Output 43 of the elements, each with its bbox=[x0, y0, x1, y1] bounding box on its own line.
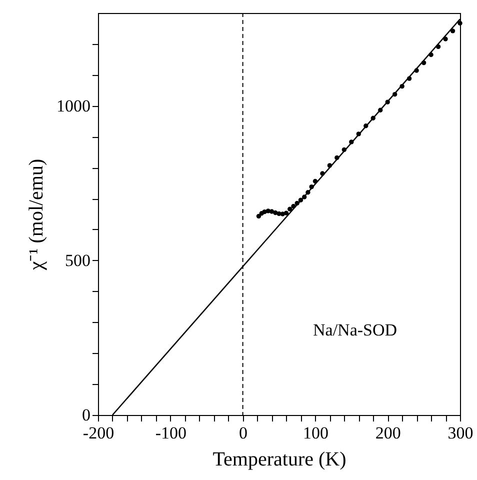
point bbox=[349, 140, 354, 144]
point bbox=[298, 198, 304, 202]
point bbox=[309, 184, 314, 190]
x-tick-label: 100 bbox=[302, 424, 328, 442]
point bbox=[450, 28, 456, 34]
x-tick-label: -200 bbox=[82, 424, 114, 442]
point bbox=[320, 171, 325, 176]
y-tick-label: 500 bbox=[65, 250, 90, 270]
point bbox=[306, 190, 310, 195]
point bbox=[392, 92, 398, 97]
x-tick-label: 0 bbox=[239, 424, 248, 442]
x-tick-label: 200 bbox=[375, 424, 401, 442]
point bbox=[370, 116, 376, 120]
point bbox=[406, 76, 412, 81]
annotation: Na/Na-SOD bbox=[312, 320, 398, 340]
point bbox=[400, 84, 404, 89]
point bbox=[414, 68, 419, 73]
point bbox=[428, 52, 434, 58]
point bbox=[327, 163, 332, 168]
x-tick-label: -100 bbox=[155, 424, 186, 442]
point bbox=[302, 194, 307, 200]
y-tick-label: 1000 bbox=[56, 96, 90, 116]
point bbox=[364, 124, 368, 128]
point bbox=[342, 147, 347, 152]
point bbox=[284, 210, 289, 216]
point bbox=[385, 100, 390, 104]
point bbox=[443, 36, 448, 42]
point bbox=[458, 20, 462, 26]
point bbox=[291, 204, 296, 209]
point bbox=[356, 132, 361, 136]
point bbox=[334, 155, 340, 160]
point bbox=[288, 206, 292, 212]
point bbox=[312, 178, 318, 184]
point bbox=[294, 200, 300, 206]
y-axis-title: χ⁻¹ (mol/emu) bbox=[26, 158, 48, 272]
point bbox=[256, 214, 262, 219]
point bbox=[378, 108, 383, 112]
point bbox=[421, 60, 426, 66]
point bbox=[262, 209, 267, 214]
x-tick-label: 300 bbox=[448, 424, 474, 442]
x-axis-title: Temperature (K) bbox=[212, 448, 346, 470]
point bbox=[436, 44, 441, 50]
y-tick-label: 0 bbox=[82, 406, 90, 424]
